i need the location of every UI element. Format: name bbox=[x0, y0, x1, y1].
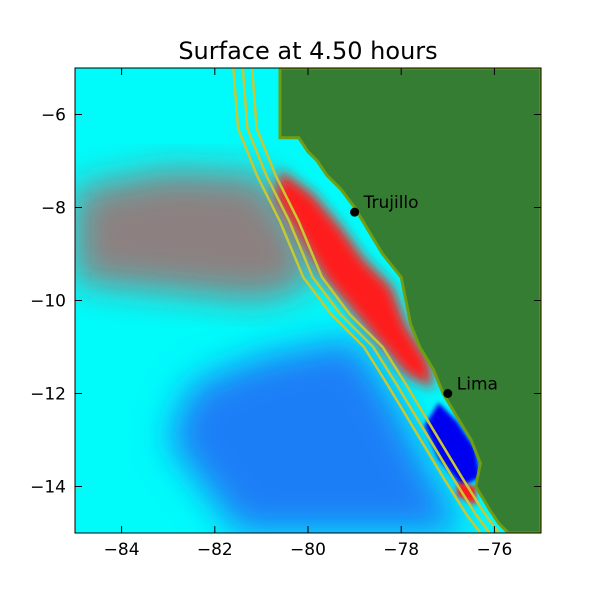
diffuse-positive-region bbox=[75, 170, 318, 301]
ocean-blue-region bbox=[168, 337, 467, 533]
y-tick-label: −12 bbox=[30, 385, 66, 405]
y-tick-label: −8 bbox=[41, 199, 66, 219]
city-label-lima: Lima bbox=[457, 375, 498, 395]
x-axis: −84 −82 −80 −78 −76 bbox=[104, 68, 512, 560]
y-axis: −6 −8 −10 −12 −14 bbox=[30, 106, 541, 498]
contour-lines bbox=[232, 68, 501, 533]
city-marker-lima bbox=[443, 389, 453, 398]
contour-line-1 bbox=[232, 68, 482, 533]
positive-surface-patch bbox=[457, 481, 476, 506]
negative-surface-band bbox=[424, 402, 481, 487]
plot-area: Trujillo Lima bbox=[75, 68, 541, 533]
x-tick-label: −80 bbox=[290, 540, 326, 560]
city-markers: Trujillo Lima bbox=[350, 193, 498, 398]
x-tick-label: −76 bbox=[476, 540, 512, 560]
x-tick-label: −82 bbox=[197, 540, 233, 560]
x-tick-label: −78 bbox=[383, 540, 419, 560]
city-marker-trujillo bbox=[350, 207, 360, 217]
chart-title: Surface at 4.50 hours bbox=[178, 37, 437, 65]
positive-surface-band bbox=[275, 170, 434, 389]
contour-line-2 bbox=[241, 68, 491, 533]
y-tick-label: −6 bbox=[41, 106, 66, 126]
city-label-trujillo: Trujillo bbox=[363, 193, 419, 213]
y-tick-label: −14 bbox=[30, 478, 66, 498]
y-tick-label: −10 bbox=[30, 292, 66, 312]
contour-line-3 bbox=[250, 68, 501, 533]
x-tick-label: −84 bbox=[104, 540, 140, 560]
land-mass bbox=[278, 68, 541, 533]
